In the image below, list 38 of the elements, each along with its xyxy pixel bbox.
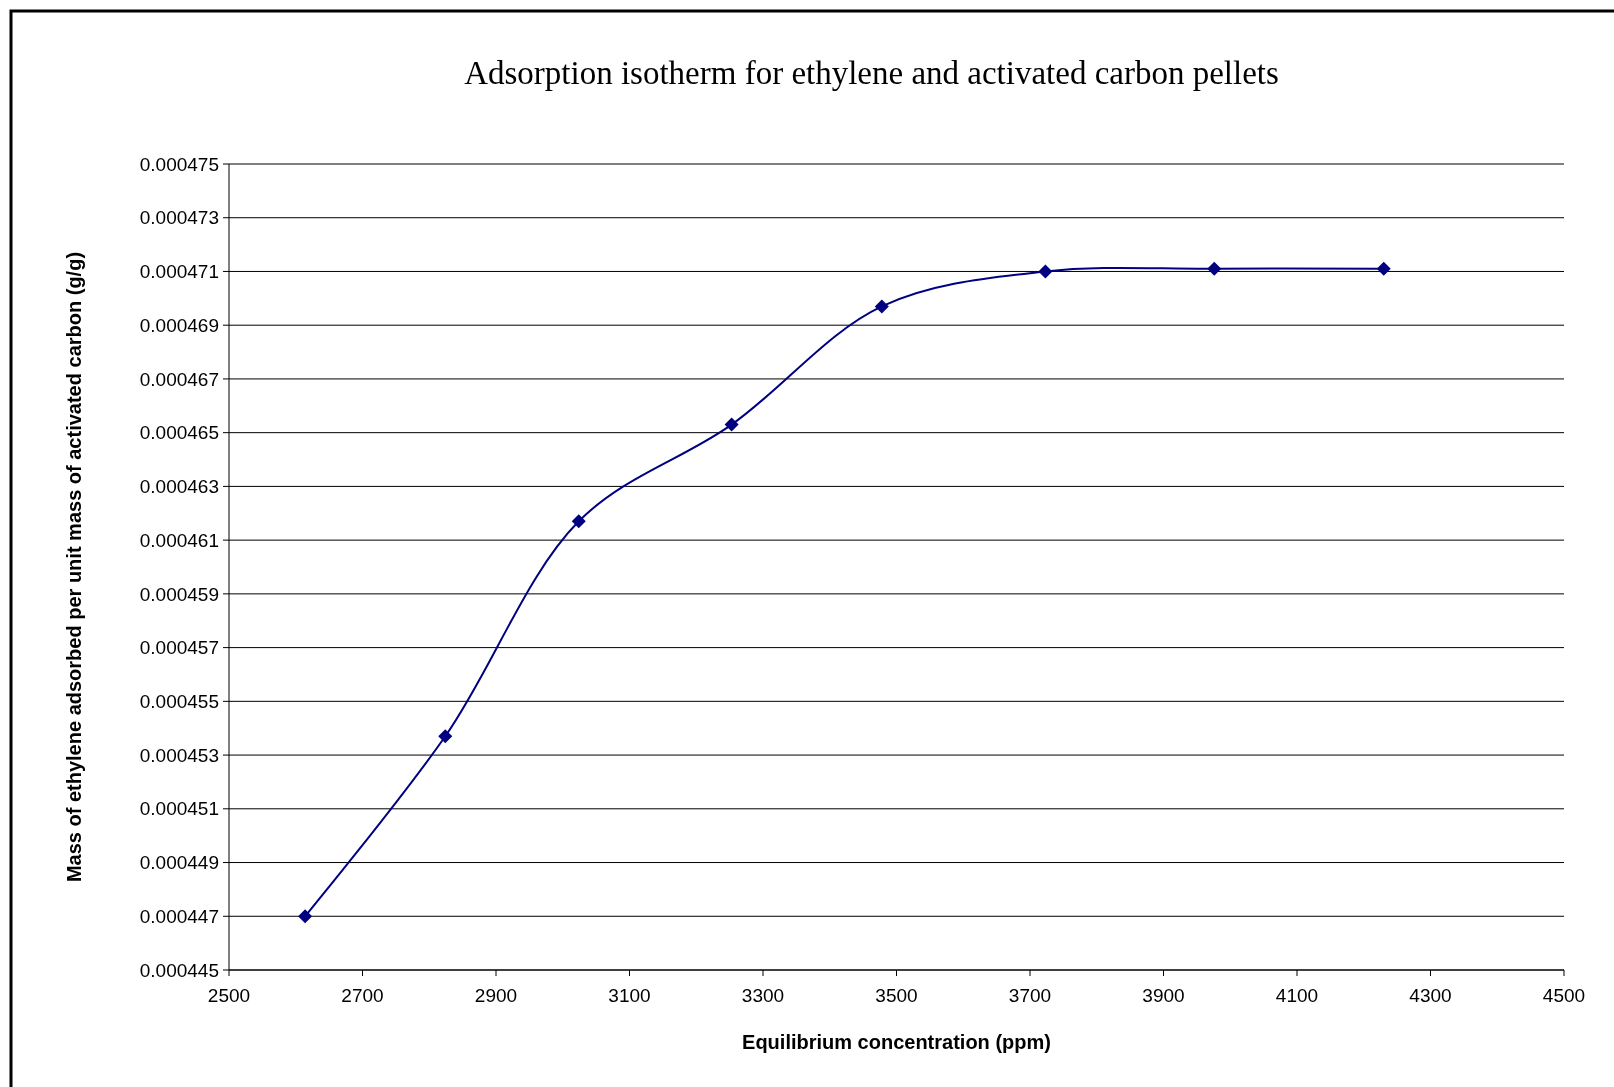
x-tick-label: 4500 [1542, 985, 1586, 1006]
x-tick-label: 2900 [474, 985, 518, 1006]
y-tick-label: 0.000445 [139, 959, 219, 981]
y-tick-label: 0.000449 [139, 852, 219, 874]
y-tick-label: 0.000471 [139, 261, 219, 283]
y-tick-label: 0.000475 [139, 153, 219, 175]
y-tick-label: 0.000469 [139, 314, 219, 336]
y-tick-label: 0.000465 [139, 422, 219, 444]
x-tick-label: 3700 [1008, 985, 1052, 1006]
x-tick-label: 3900 [1142, 985, 1185, 1006]
chart-title: Adsorption isotherm for ethylene and activated carbon pellets [464, 55, 1279, 91]
point [1038, 264, 1053, 279]
y-tick-label: 0.000447 [139, 905, 219, 927]
y-tick-label: 0.000461 [139, 529, 219, 551]
x-tick-label: 2700 [341, 985, 384, 1006]
point [874, 299, 889, 314]
y-axis-title: Mass of ethylene adsorbed per unit mass of activated carbon (g/g) [62, 251, 86, 883]
point [1207, 261, 1222, 276]
point [571, 514, 586, 529]
y-tick-label: 0.000463 [139, 476, 219, 498]
point [1376, 261, 1391, 276]
point [298, 909, 313, 924]
x-axis-title: Equilibrium concentration (ppm) [742, 1031, 1051, 1053]
x-tick-label: 3100 [608, 985, 651, 1006]
point [724, 417, 739, 432]
x-tick-label: 3300 [741, 985, 785, 1006]
y-tick-label: 0.000459 [139, 583, 219, 605]
point [438, 729, 453, 744]
y-tick-label: 0.000451 [139, 798, 219, 820]
x-tick-label: 2500 [207, 985, 251, 1006]
y-tick-label: 0.000457 [139, 637, 219, 659]
x-tick-label: 4300 [1409, 985, 1452, 1006]
x-tick-label: 4100 [1275, 985, 1319, 1006]
y-tick-label: 0.000473 [139, 207, 219, 229]
y-tick-label: 0.000467 [139, 368, 219, 390]
y-tick-label: 0.000455 [139, 690, 219, 712]
y-tick-label: 0.000453 [139, 744, 219, 766]
x-tick-label: 3500 [875, 985, 918, 1006]
